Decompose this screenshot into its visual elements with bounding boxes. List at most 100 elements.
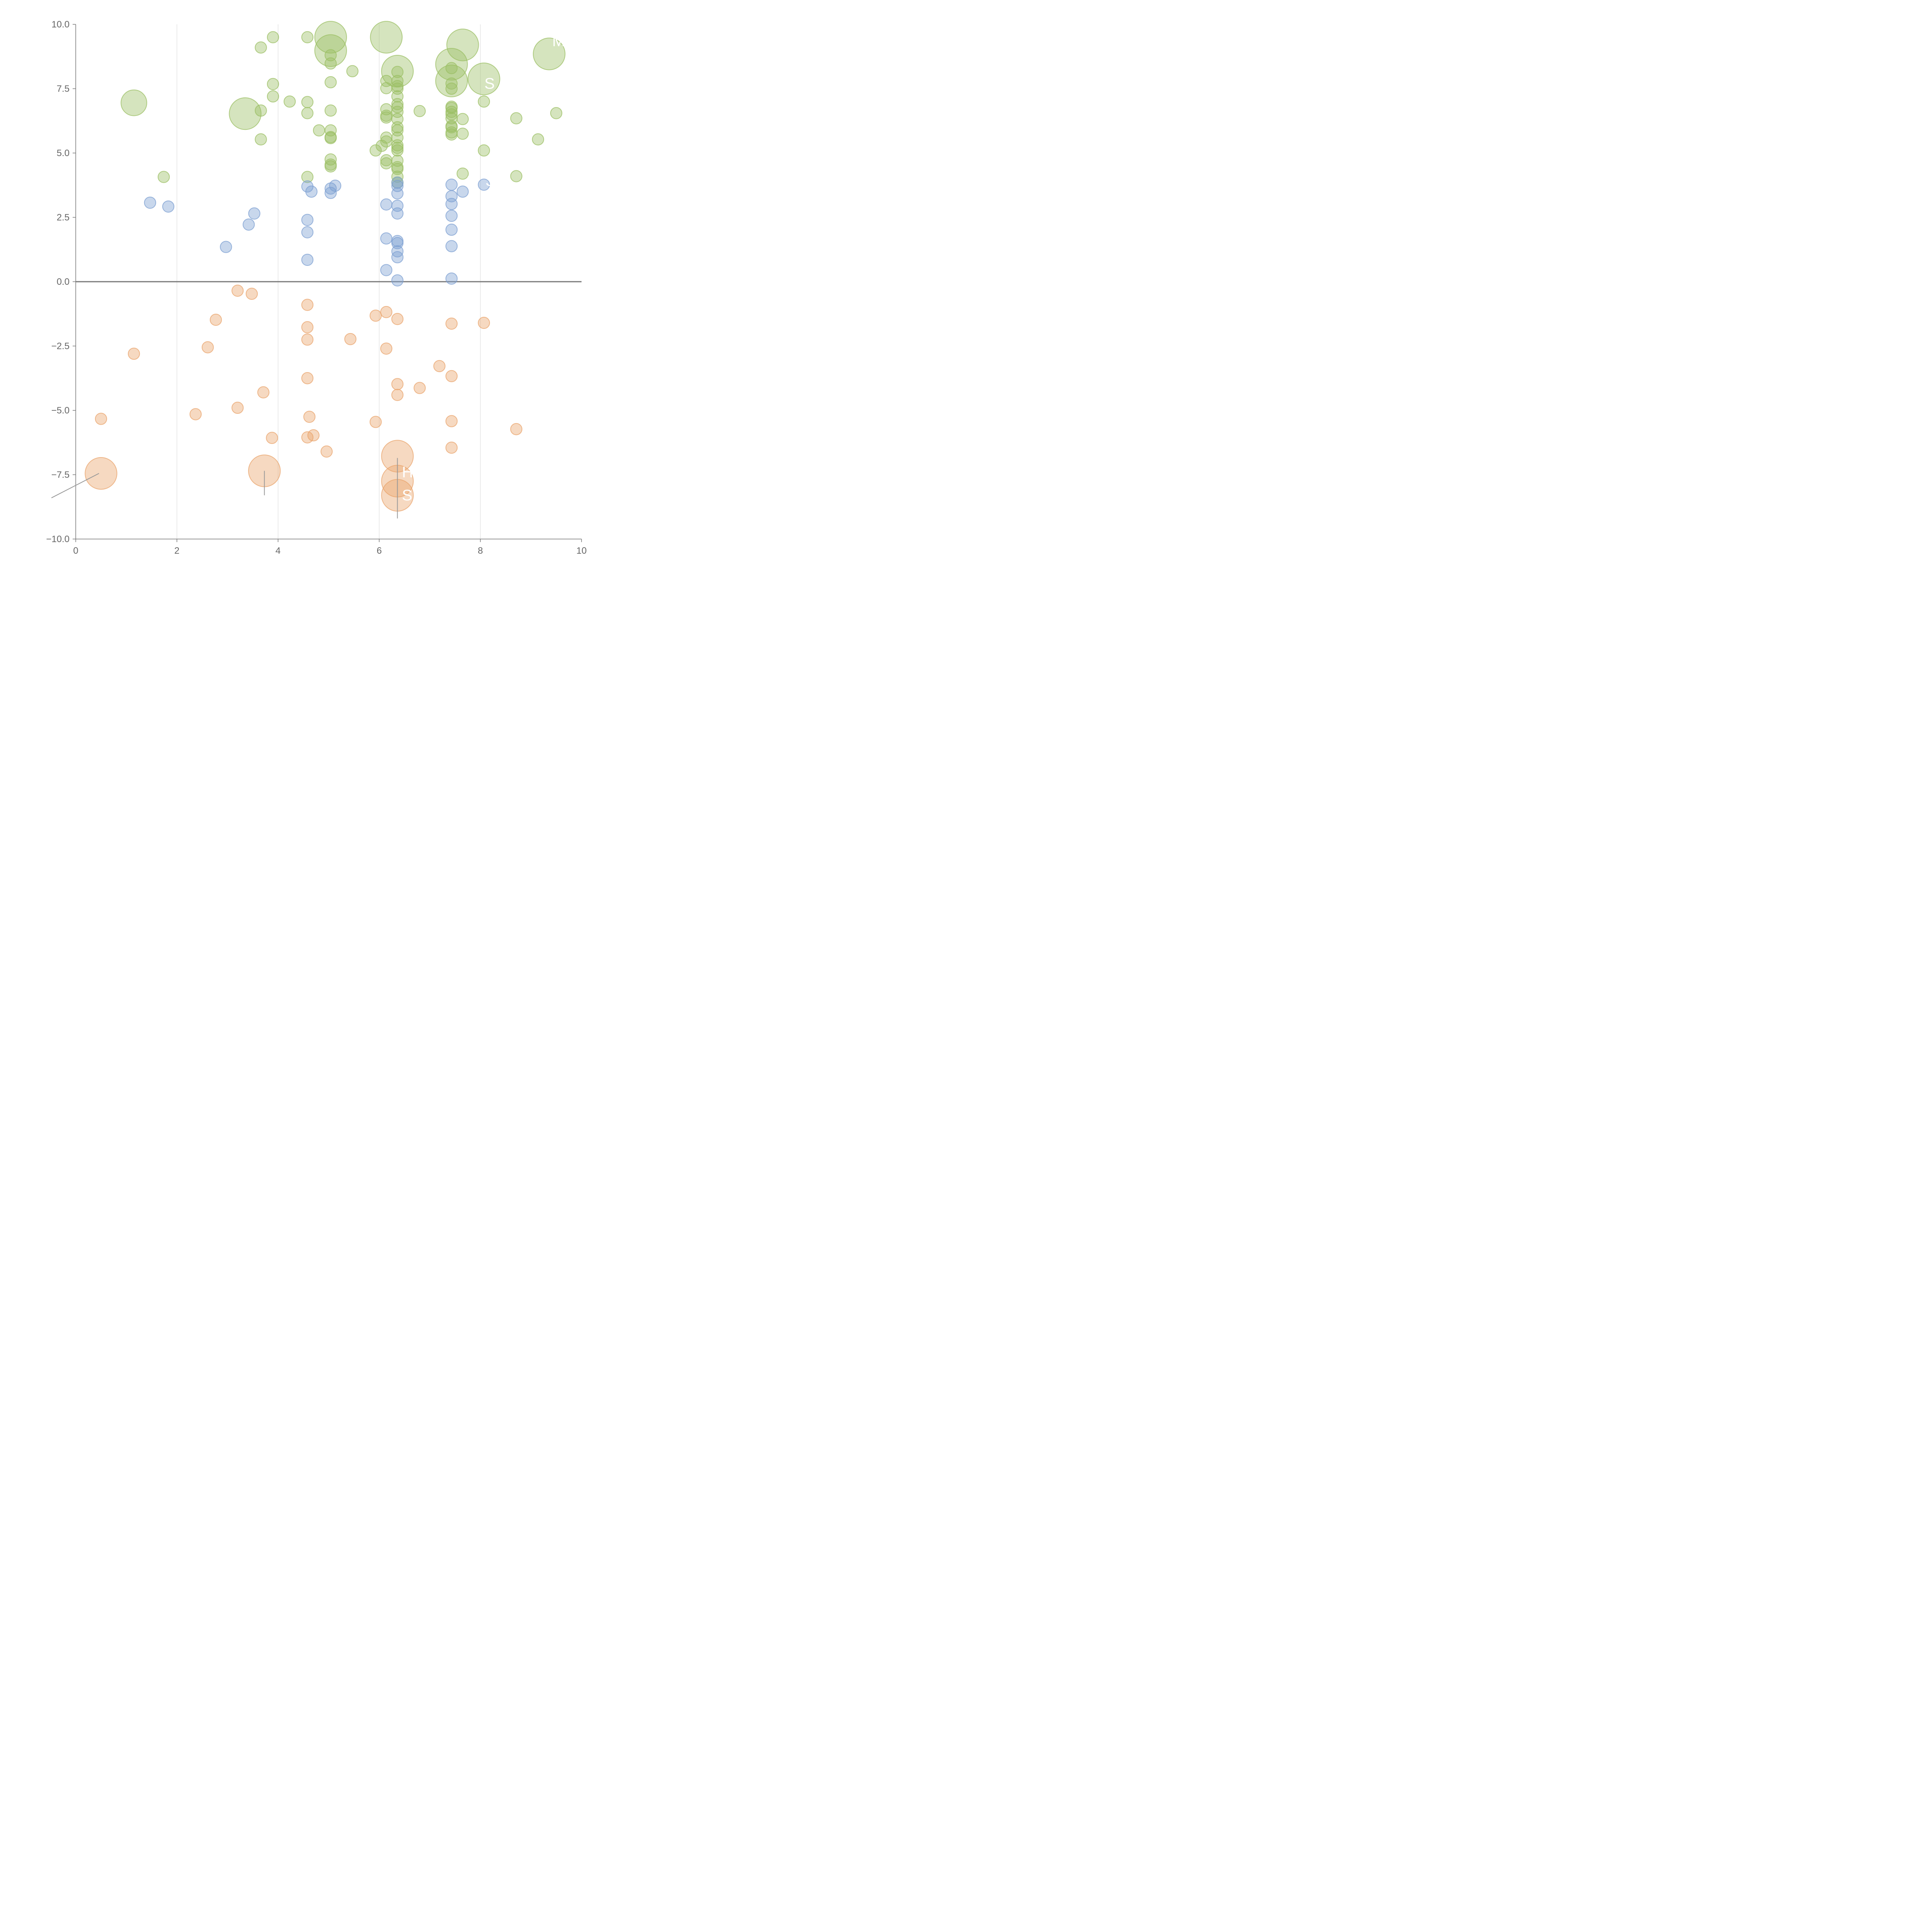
data-point — [301, 107, 314, 119]
data-point — [391, 101, 404, 114]
data-point — [445, 102, 458, 114]
data-point — [445, 198, 458, 210]
data-point — [456, 128, 469, 140]
data-point — [325, 160, 337, 173]
x-tick-label: 4 — [276, 546, 281, 556]
data-point — [391, 124, 404, 137]
data-point — [128, 347, 140, 360]
data-point — [329, 179, 342, 192]
data-point — [158, 171, 170, 183]
data-point — [445, 179, 458, 191]
data-point — [369, 310, 382, 322]
data-point — [248, 207, 260, 220]
data-points — [85, 21, 566, 512]
data-point — [162, 200, 175, 213]
data-point — [478, 179, 490, 191]
data-point — [284, 95, 296, 108]
annotation-leader-lines — [51, 458, 398, 519]
data-point — [380, 306, 393, 318]
data-point — [314, 34, 347, 67]
data-point — [301, 372, 314, 384]
data-point — [550, 107, 563, 119]
data-point — [391, 141, 404, 154]
data-point — [201, 341, 214, 354]
data-point — [391, 251, 404, 264]
data-point — [391, 121, 404, 134]
data-point — [380, 157, 393, 170]
data-point — [85, 457, 117, 490]
data-point — [391, 139, 404, 151]
data-point — [267, 31, 279, 44]
data-point — [532, 133, 544, 146]
data-point — [380, 264, 393, 276]
data-point — [369, 416, 382, 428]
data-point — [380, 111, 393, 124]
data-point — [267, 90, 279, 103]
data-point — [307, 429, 320, 442]
data-point — [391, 187, 404, 200]
data-point — [231, 284, 244, 297]
data-point — [445, 209, 458, 222]
data-point — [478, 95, 490, 108]
data-point — [325, 153, 337, 166]
data-point — [391, 144, 404, 157]
data-point — [301, 226, 314, 238]
annotation-label: M — [552, 33, 565, 50]
data-point — [435, 65, 468, 97]
data-point — [209, 313, 222, 326]
data-point — [445, 77, 458, 90]
axes: 10.0 7.5 5.0 2.5 0.0 −2.5 −5.0 −7.5 −10.00 2 4 6 8 10 — [46, 19, 587, 556]
data-point — [242, 218, 255, 231]
x-tick-label: 8 — [478, 546, 483, 556]
data-point — [320, 445, 333, 458]
x-tick-label: 0 — [73, 546, 78, 556]
annotation-label: S — [466, 172, 477, 189]
data-point — [391, 389, 404, 401]
data-point — [391, 155, 404, 167]
series-green — [121, 21, 566, 189]
data-point — [220, 241, 232, 253]
data-point — [325, 187, 337, 199]
data-point — [456, 113, 469, 125]
data-point — [510, 112, 522, 124]
data-point — [391, 274, 404, 287]
data-point — [313, 124, 325, 137]
data-point — [344, 333, 357, 345]
data-point — [445, 317, 458, 330]
data-point — [369, 144, 382, 157]
data-point — [346, 65, 359, 77]
data-point — [266, 432, 278, 444]
series-orange — [85, 284, 522, 512]
annotation-label: M — [526, 111, 539, 128]
data-point — [445, 370, 458, 383]
y-tick-label: 10.0 — [51, 19, 70, 30]
data-point — [301, 96, 314, 108]
data-point — [325, 76, 337, 88]
annotation-label: S — [485, 172, 496, 189]
data-point — [121, 89, 147, 116]
data-point — [301, 253, 314, 266]
data-point — [325, 57, 337, 70]
data-point — [301, 171, 314, 183]
data-point — [391, 66, 404, 78]
data-point — [257, 386, 270, 399]
data-point — [255, 104, 267, 117]
annotation-label: H — [402, 464, 413, 481]
data-point — [478, 316, 490, 329]
data-point — [391, 313, 404, 325]
data-point — [301, 214, 314, 226]
y-tick-label: −7.5 — [51, 470, 70, 480]
data-point — [144, 196, 156, 209]
y-tick-label: 0.0 — [57, 277, 70, 287]
data-point — [445, 82, 458, 95]
data-point — [391, 237, 404, 249]
data-point — [305, 185, 318, 198]
data-point — [255, 41, 267, 54]
data-point — [433, 360, 446, 372]
data-point — [380, 342, 393, 355]
data-point — [229, 97, 262, 130]
data-point — [510, 170, 522, 182]
annotation-label: S — [402, 487, 412, 504]
data-point — [445, 415, 458, 427]
